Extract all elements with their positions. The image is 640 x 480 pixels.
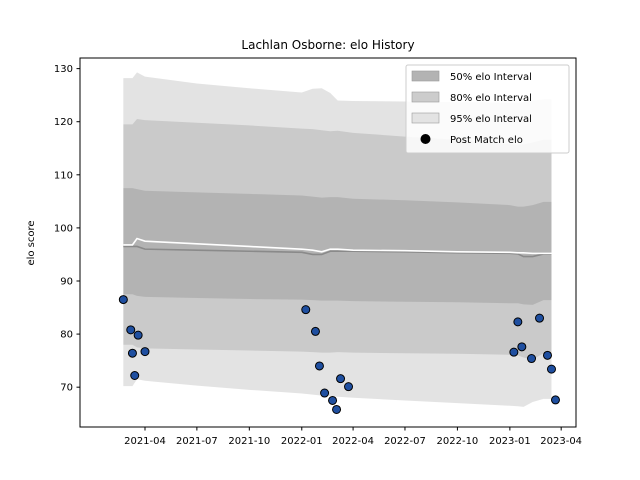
post-match-elo-point bbox=[527, 354, 537, 364]
post-match-elo-point bbox=[140, 347, 150, 357]
post-match-elo-point bbox=[301, 305, 311, 315]
plot-frame bbox=[79, 57, 577, 428]
mean-elo-lower-line bbox=[123, 245, 552, 258]
post-match-elo-point bbox=[550, 395, 560, 405]
post-match-elo-point bbox=[314, 361, 324, 371]
y-axis: 70 80 90 100 110 120 130 bbox=[54, 64, 80, 394]
post-match-elo-point bbox=[542, 350, 552, 360]
y-tick-label: 100 bbox=[54, 223, 73, 234]
post-match-elo-point bbox=[310, 326, 320, 336]
legend: 50% elo Interval 80% elo Interval 95% elo … bbox=[405, 64, 570, 154]
y-axis-label: elo score bbox=[26, 220, 37, 265]
y-tick-label: 120 bbox=[54, 117, 73, 128]
y-tick-label: 70 bbox=[60, 383, 73, 394]
legend-swatch bbox=[411, 91, 440, 103]
x-tick-label: 2021-07 bbox=[176, 436, 218, 447]
y-tick-label: 90 bbox=[60, 276, 73, 287]
post-match-elo-point bbox=[344, 382, 354, 392]
x-axis: 2021-04 2021-07 2021-10 2022-01 2022-04 2022-… bbox=[124, 427, 582, 447]
band-95-interval bbox=[123, 72, 552, 407]
y-tick-label: 110 bbox=[54, 170, 73, 181]
x-tick-label: 2022-04 bbox=[332, 436, 374, 447]
mean-elo-upper-line bbox=[123, 237, 552, 255]
legend-box bbox=[405, 64, 570, 154]
post-match-elo-point bbox=[127, 348, 137, 358]
legend-label: Post Match elo bbox=[450, 135, 523, 146]
legend-marker bbox=[420, 134, 431, 144]
legend-label: 50% elo Interval bbox=[450, 72, 532, 83]
x-tick-label: 2022-01 bbox=[281, 436, 323, 447]
y-tick-label: 130 bbox=[54, 64, 73, 75]
legend-label: 80% elo Interval bbox=[450, 93, 532, 104]
x-tick-label: 2023-01 bbox=[489, 436, 531, 447]
post-match-elo-point bbox=[320, 388, 330, 398]
plot-area bbox=[118, 72, 560, 414]
x-tick-label: 2021-04 bbox=[124, 436, 166, 447]
chart-title: Lachlan Osborne: elo History bbox=[241, 38, 414, 52]
x-tick-label: 2021-10 bbox=[228, 436, 270, 447]
post-match-elo-point bbox=[130, 371, 140, 380]
post-match-elo-point bbox=[517, 342, 527, 352]
legend-swatch bbox=[411, 112, 440, 124]
post-match-elo-point bbox=[332, 404, 342, 414]
band-50-interval bbox=[123, 188, 552, 305]
y-tick-label: 80 bbox=[60, 330, 73, 341]
band-80-interval bbox=[123, 119, 552, 360]
post-match-elo-point bbox=[535, 313, 545, 323]
post-match-elo-point bbox=[509, 347, 519, 357]
post-match-elo-point bbox=[328, 395, 338, 405]
x-tick-label: 2022-10 bbox=[437, 436, 479, 447]
post-match-elo-point bbox=[126, 325, 136, 335]
post-match-elo-point bbox=[513, 317, 523, 327]
legend-swatch bbox=[411, 70, 440, 82]
post-match-elo-point bbox=[133, 330, 143, 340]
post-match-elo-point bbox=[546, 364, 556, 374]
legend-label: 95% elo Interval bbox=[450, 114, 532, 125]
post-match-elo-point bbox=[118, 295, 128, 305]
post-match-elo-point bbox=[336, 374, 346, 384]
x-tick-label: 2023-04 bbox=[540, 436, 582, 447]
x-tick-label: 2022-07 bbox=[384, 436, 426, 447]
